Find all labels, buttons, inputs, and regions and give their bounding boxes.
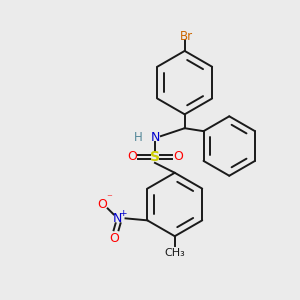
Text: CH₃: CH₃ <box>164 248 185 258</box>
Text: O: O <box>97 198 107 211</box>
Text: O: O <box>110 232 120 245</box>
Text: N: N <box>113 212 122 225</box>
Text: N: N <box>150 130 160 144</box>
Text: O: O <box>173 150 183 164</box>
Text: S: S <box>150 150 160 164</box>
Text: O: O <box>127 150 137 164</box>
Text: +: + <box>119 209 126 218</box>
Text: ⁻: ⁻ <box>107 194 112 203</box>
Text: H: H <box>134 130 142 144</box>
Text: Br: Br <box>180 30 193 43</box>
